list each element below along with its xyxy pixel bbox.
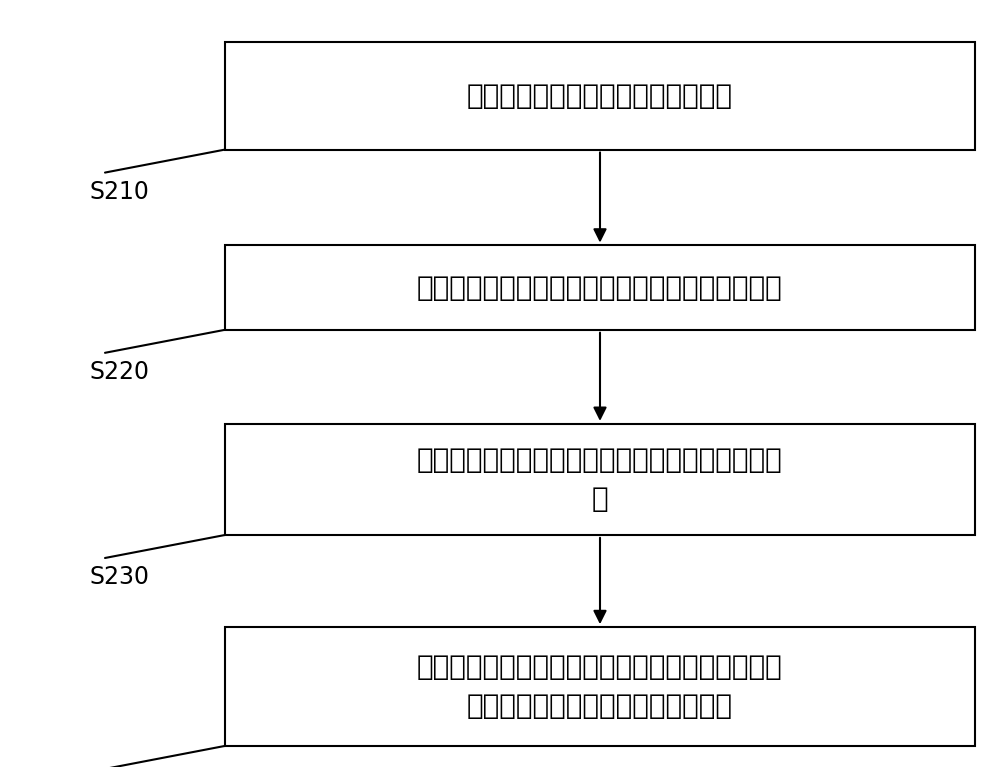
Bar [225, 42, 975, 150]
Text: 判断所述电气系统的实际状态与预演记录的响应状
态是否一致，如果不一致则发出警告: 判断所述电气系统的实际状态与预演记录的响应状 态是否一致，如果不一致则发出警告 [417, 653, 783, 720]
Bar [225, 627, 975, 746]
Text: 记录执行每个操作步骤后所述电气系统的响应状态: 记录执行每个操作步骤后所述电气系统的响应状态 [417, 274, 783, 301]
Text: S220: S220 [90, 360, 150, 384]
Text: S230: S230 [90, 565, 150, 589]
Bar [225, 423, 975, 535]
Bar [225, 245, 975, 330]
Text: S210: S210 [90, 179, 150, 204]
Text: 预演所述倒闸操作票的整个操作流程: 预演所述倒闸操作票的整个操作流程 [467, 82, 733, 110]
Text: 获取执行每个操作步骤后的所述电气系统的实际状
态: 获取执行每个操作步骤后的所述电气系统的实际状 态 [417, 446, 783, 513]
